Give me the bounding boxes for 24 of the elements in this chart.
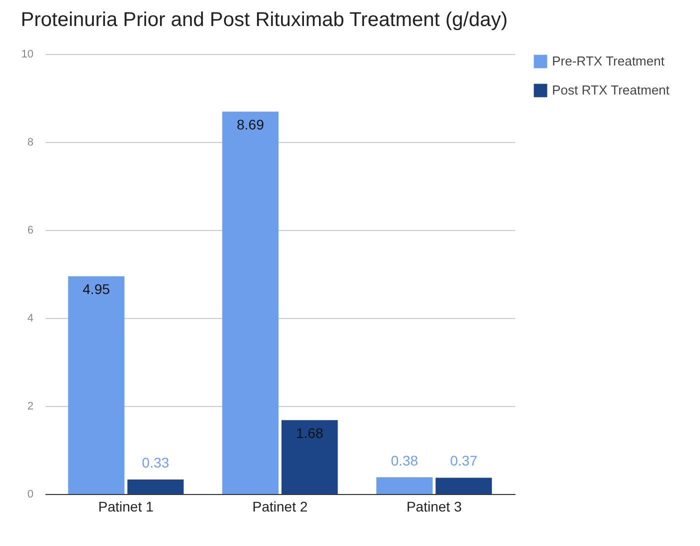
bar	[127, 479, 184, 494]
x-tick-label: Patinet 2	[252, 498, 308, 514]
legend-label: Pre-RTX Treatment	[552, 54, 665, 68]
data-label: 0.38	[390, 452, 418, 468]
bar	[222, 112, 279, 494]
bar	[68, 276, 124, 494]
y-tick-label: 0	[27, 488, 34, 500]
data-label: 1.68	[296, 425, 324, 442]
data-label: 0.37	[450, 452, 478, 469]
legend-label: Post RTX Treatment	[552, 82, 670, 98]
y-tick-label: 10	[21, 48, 34, 60]
y-tick-label: 4	[27, 312, 34, 324]
y-tick-label: 6	[27, 224, 34, 236]
bar	[281, 420, 338, 494]
y-tick-label: 8	[27, 136, 34, 148]
bar	[376, 477, 433, 494]
chart-title: Proteinuria Prior and Post Rituximab Treatment (g/day)	[20, 9, 508, 31]
data-label: 4.95	[82, 281, 110, 298]
data-label: 0.33	[142, 454, 170, 470]
y-tick-label: 2	[27, 400, 34, 412]
data-label: 8.69	[236, 116, 264, 133]
x-tick-label: Patinet 1	[98, 498, 154, 514]
bar	[436, 478, 492, 494]
x-tick-label: Patinet 3	[406, 498, 462, 514]
